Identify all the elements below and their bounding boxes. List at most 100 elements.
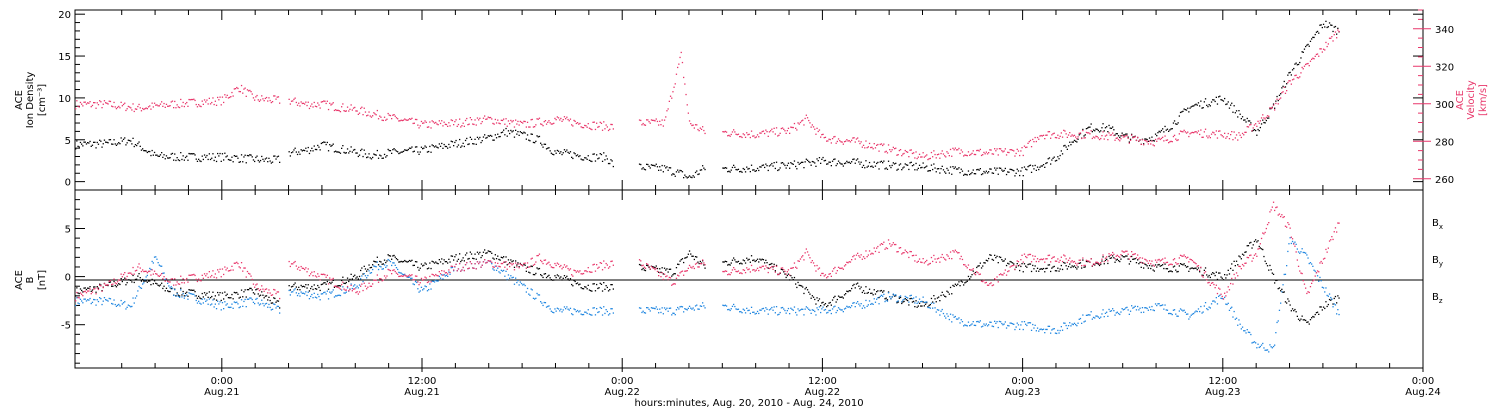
data-point (517, 280, 519, 282)
data-point (218, 155, 220, 157)
data-point (778, 313, 780, 315)
bfield-tick-label: 0 (65, 273, 71, 284)
data-point (967, 321, 970, 323)
data-point (238, 307, 240, 309)
data-point (901, 253, 903, 255)
data-point (201, 100, 203, 102)
data-point (478, 119, 480, 121)
data-point (665, 269, 667, 271)
data-point (1054, 160, 1057, 162)
data-point (270, 302, 272, 304)
data-point (505, 261, 507, 263)
data-point (194, 295, 196, 297)
data-point (408, 118, 411, 120)
data-point (163, 285, 165, 287)
data-point (147, 280, 150, 282)
data-point (138, 273, 140, 275)
data-point (435, 121, 437, 124)
data-point (678, 308, 680, 310)
data-point (783, 308, 785, 310)
data-point (1201, 312, 1203, 314)
data-point (1185, 266, 1188, 268)
data-point (979, 262, 981, 264)
data-point (237, 87, 239, 90)
data-point (793, 160, 796, 162)
data-point (818, 157, 821, 159)
data-point (896, 169, 898, 171)
data-point (605, 155, 607, 157)
data-point (1315, 31, 1318, 33)
data-point (1103, 263, 1105, 265)
data-point (504, 275, 506, 277)
data-point (603, 306, 605, 308)
data-point (156, 104, 158, 106)
data-point (878, 168, 880, 170)
data-point (1045, 134, 1047, 136)
data-point (1271, 107, 1273, 109)
data-point (865, 250, 867, 252)
data-point (1088, 126, 1090, 128)
data-point (369, 115, 371, 117)
data-point (138, 103, 140, 106)
data-point (802, 286, 804, 288)
data-point (942, 153, 945, 155)
data-point (1009, 260, 1011, 263)
data-point (429, 262, 431, 264)
data-point (217, 152, 219, 155)
data-point (488, 260, 490, 262)
data-point (809, 122, 811, 124)
data-point (893, 294, 896, 296)
data-point (156, 273, 158, 275)
data-point (609, 313, 611, 315)
data-point (96, 287, 98, 289)
data-point (902, 167, 904, 169)
data-point (1123, 136, 1126, 138)
data-point (997, 154, 999, 156)
data-point (565, 277, 567, 279)
data-point (1207, 106, 1209, 108)
data-point (694, 256, 697, 258)
data-point (1102, 256, 1104, 258)
data-point (883, 143, 885, 145)
data-point (145, 276, 147, 278)
data-point (1195, 267, 1197, 269)
data-point (654, 268, 656, 271)
data-point (915, 151, 917, 153)
data-point (374, 154, 376, 156)
data-point (1002, 170, 1004, 172)
data-point (573, 269, 575, 271)
data-point (756, 167, 759, 170)
data-point (220, 309, 222, 311)
data-point (980, 173, 983, 176)
data-point (279, 307, 281, 309)
data-point (611, 160, 613, 162)
data-point (429, 145, 431, 148)
data-point (507, 274, 510, 276)
data-point (1119, 140, 1121, 142)
data-point (94, 288, 96, 290)
data-point (891, 164, 893, 167)
data-point (162, 272, 164, 274)
data-point (1116, 133, 1118, 135)
data-point (755, 312, 757, 315)
data-point (978, 321, 980, 323)
data-point (893, 243, 896, 246)
data-point (736, 271, 738, 273)
data-point (1104, 127, 1107, 129)
data-point (945, 156, 947, 158)
data-point (336, 151, 338, 153)
data-point (773, 306, 775, 308)
data-point (1228, 309, 1231, 311)
data-point (93, 286, 95, 288)
data-point (413, 264, 415, 266)
data-point (1073, 134, 1076, 136)
data-point (1095, 135, 1097, 137)
data-point (811, 160, 813, 163)
data-point (1221, 135, 1223, 137)
data-point (785, 276, 787, 279)
data-point (834, 135, 836, 138)
data-point (240, 154, 243, 156)
data-point (1082, 129, 1084, 132)
data-point (478, 253, 480, 255)
data-point (189, 292, 191, 295)
